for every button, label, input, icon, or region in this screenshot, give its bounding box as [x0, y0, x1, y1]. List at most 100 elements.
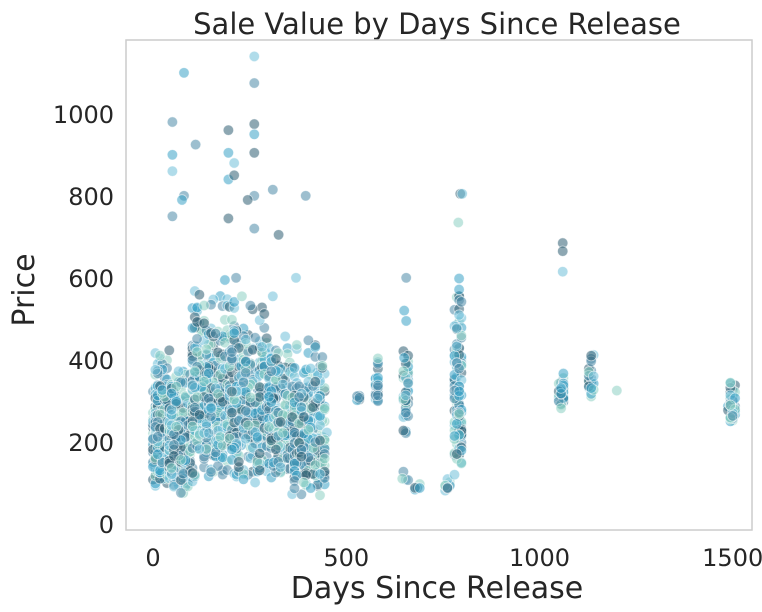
data-point: [228, 296, 240, 308]
data-point: [372, 389, 384, 401]
data-point: [307, 401, 319, 413]
data-point: [453, 309, 465, 321]
chart-title: Sale Value by Days Since Release: [193, 7, 681, 41]
data-point: [300, 190, 312, 202]
data-point: [441, 482, 454, 494]
data-point: [226, 443, 238, 456]
x-tick-label: 1000: [509, 544, 570, 572]
data-point: [228, 157, 240, 169]
data-point: [240, 367, 252, 379]
data-point: [191, 391, 203, 403]
x-axis-ticks: 0 500 1000 1500: [145, 544, 762, 572]
data-point: [152, 448, 164, 460]
data-point: [295, 401, 307, 413]
data-point: [293, 391, 305, 403]
y-tick-label: 400: [68, 347, 114, 375]
data-point: [290, 272, 302, 284]
data-point: [186, 379, 199, 391]
data-point: [176, 194, 188, 206]
data-point: [190, 139, 202, 151]
data-point: [237, 376, 250, 388]
data-point: [168, 480, 180, 493]
data-point: [277, 427, 289, 439]
data-point: [166, 116, 178, 128]
data-point: [170, 396, 182, 408]
data-point: [724, 377, 737, 389]
data-point: [453, 283, 465, 296]
data-point: [585, 350, 597, 362]
data-point: [198, 317, 210, 329]
data-point: [226, 314, 238, 326]
data-point: [274, 416, 287, 428]
data-point: [400, 407, 412, 419]
data-point: [298, 476, 310, 489]
data-point: [263, 391, 275, 403]
data-point: [170, 420, 182, 433]
data-point: [455, 457, 467, 469]
x-axis-label: Days Since Release: [291, 571, 584, 606]
data-point: [219, 274, 231, 286]
data-point: [279, 330, 291, 342]
y-tick-label: 1000: [53, 101, 114, 129]
data-point: [214, 431, 226, 443]
data-point: [453, 272, 465, 285]
y-tick-label: 800: [68, 183, 114, 211]
data-point: [166, 462, 178, 474]
data-point: [309, 376, 321, 388]
data-point: [397, 365, 409, 377]
data-point: [452, 216, 464, 229]
data-point: [198, 299, 210, 312]
data-point: [244, 300, 256, 312]
data-point: [205, 402, 217, 414]
data-point: [400, 315, 412, 327]
data-point: [270, 353, 282, 365]
data-point: [397, 424, 409, 437]
data-point: [156, 384, 168, 396]
data-point: [724, 399, 737, 411]
data-point: [205, 466, 217, 478]
data-point: [242, 194, 254, 206]
data-point: [228, 169, 240, 181]
data-point: [154, 349, 166, 362]
data-point: [226, 407, 238, 419]
data-point: [270, 443, 282, 455]
data-point: [189, 365, 201, 377]
y-tick-label: 200: [68, 429, 114, 457]
data-point: [295, 451, 307, 463]
data-point: [248, 77, 260, 89]
data-point: [286, 411, 298, 423]
data-point: [314, 468, 326, 480]
data-point: [198, 375, 210, 387]
data-point: [222, 124, 234, 136]
data-point: [727, 410, 739, 422]
data-point: [288, 426, 301, 439]
data-point: [193, 289, 205, 301]
data-point: [152, 431, 164, 443]
data-point: [254, 391, 266, 403]
data-point: [226, 385, 238, 398]
data-point: [456, 188, 468, 200]
data-point: [453, 408, 465, 420]
data-point: [611, 384, 623, 397]
data-point: [451, 340, 463, 352]
data-point: [248, 147, 260, 159]
data-point: [453, 362, 465, 375]
data-point: [222, 147, 234, 159]
data-point: [267, 184, 279, 196]
data-point: [557, 245, 569, 257]
data-point: [372, 352, 384, 364]
data-point: [240, 405, 252, 417]
data-point: [587, 370, 600, 382]
data-point: [302, 334, 314, 346]
data-point: [248, 50, 260, 63]
data-point: [398, 304, 410, 317]
data-point: [400, 272, 412, 284]
data-point: [298, 411, 310, 423]
data-points: [147, 50, 741, 501]
data-point: [226, 346, 238, 358]
data-point: [193, 443, 205, 455]
data-point: [228, 327, 240, 339]
data-point: [244, 391, 256, 403]
data-point: [236, 290, 248, 302]
